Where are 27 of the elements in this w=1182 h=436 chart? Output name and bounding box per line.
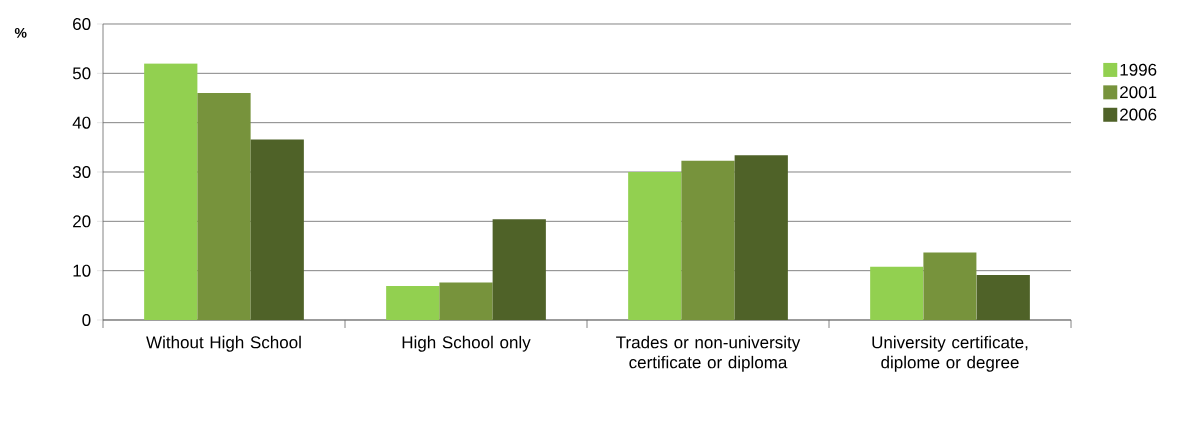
x-tick-label: Trades or non-university certificate or diploma [616, 335, 801, 372]
y-tick-label: 10 [73, 264, 91, 277]
bar [386, 285, 440, 320]
x-tick-label: Without High School [146, 335, 301, 352]
y-axis-title: % [14, 27, 27, 38]
bar [492, 219, 546, 320]
bar [870, 266, 924, 320]
bar [734, 155, 788, 320]
bar [439, 282, 493, 320]
bar [250, 139, 304, 320]
bar [681, 160, 735, 320]
bar [976, 275, 1030, 320]
bar [197, 93, 251, 320]
y-tick-label: 0 [82, 313, 91, 327]
bar [628, 171, 682, 320]
x-tick-label: University certificate, diplome or degree [872, 335, 1028, 372]
y-tick-label: 40 [72, 116, 91, 129]
y-tick-label: 50 [72, 67, 91, 80]
bar [923, 252, 977, 320]
y-tick-label: 30 [72, 165, 91, 179]
x-tick-label: High School only [402, 335, 531, 352]
y-tick-label: 60 [73, 17, 91, 31]
legend-label: 2001 [1120, 86, 1157, 99]
bar [144, 63, 198, 320]
legend-label: 2006 [1120, 108, 1157, 121]
legend-label: 1996 [1120, 63, 1157, 76]
y-tick-label: 20 [73, 215, 91, 228]
